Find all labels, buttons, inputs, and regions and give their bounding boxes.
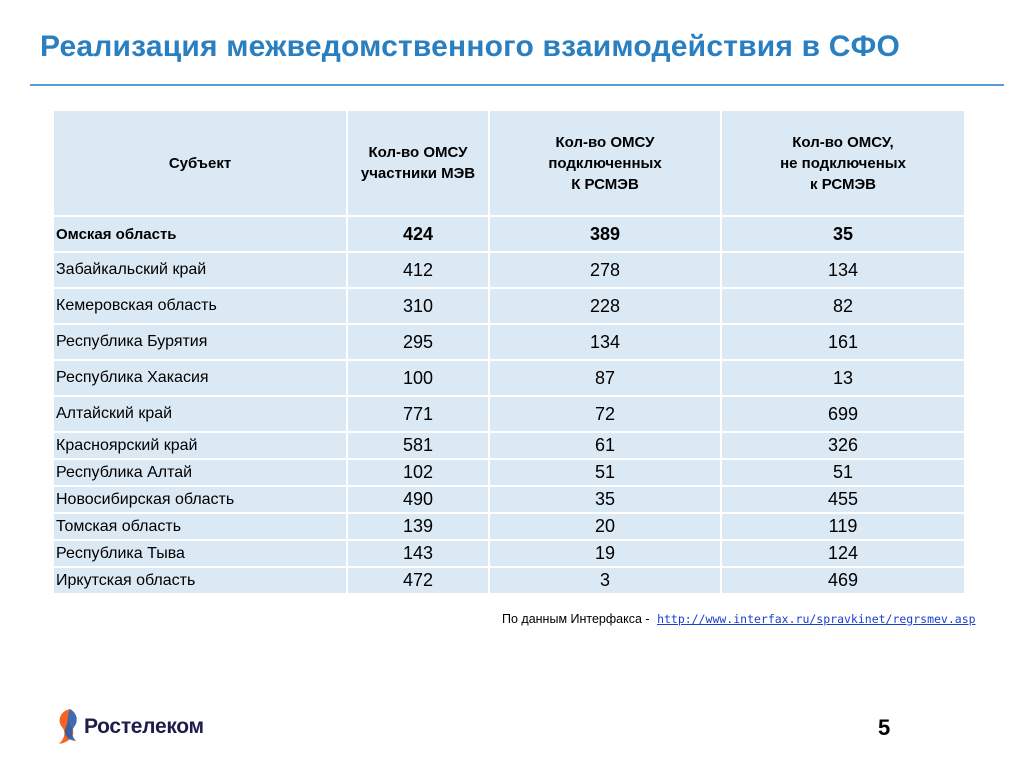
cell-not-connected: 82	[720, 287, 966, 325]
cell-participants: 310	[346, 287, 490, 325]
cell-connected: 35	[488, 485, 722, 514]
table-row: Омская область 424 389 35	[52, 215, 966, 253]
page-number: 5	[878, 715, 891, 740]
cell-connected: 3	[488, 566, 722, 595]
cell-participants: 412	[346, 251, 490, 289]
cell-region-name: Кемеровская область	[52, 287, 348, 325]
cell-participants: 100	[346, 359, 490, 397]
cell-participants: 143	[346, 539, 490, 568]
table-row: Иркутская область 472 3 469	[52, 566, 966, 595]
table-row: Новосибирская область 490 35 455	[52, 485, 966, 514]
cell-not-connected: 51	[720, 458, 966, 487]
cell-participants: 424	[346, 215, 490, 253]
cell-participants: 139	[346, 512, 490, 541]
table-header-row: Субъект Кол-во ОМСУ участники МЭВ Кол-во …	[52, 109, 966, 217]
cell-participants: 102	[346, 458, 490, 487]
rostelecom-logo-icon	[59, 709, 77, 744]
header-not-connected: Кол-во ОМСУ, не подключеных к РСМЭВ	[720, 109, 966, 217]
cell-not-connected: 161	[720, 323, 966, 361]
cell-connected: 20	[488, 512, 722, 541]
table-row: Забайкальский край 412 278 134	[52, 251, 966, 289]
cell-not-connected: 124	[720, 539, 966, 568]
cell-not-connected: 13	[720, 359, 966, 397]
table-row: Республика Алтай 102 51 51	[52, 458, 966, 487]
cell-not-connected: 469	[720, 566, 966, 595]
cell-connected: 19	[488, 539, 722, 568]
cell-participants: 581	[346, 431, 490, 460]
cell-region-name: Омская область	[52, 215, 348, 253]
table-row: Алтайский край 771 72 699	[52, 395, 966, 433]
cell-connected: 72	[488, 395, 722, 433]
cell-connected: 61	[488, 431, 722, 460]
cell-not-connected: 699	[720, 395, 966, 433]
table-row: Республика Бурятия 295 134 161	[52, 323, 966, 361]
cell-participants: 490	[346, 485, 490, 514]
cell-connected: 134	[488, 323, 722, 361]
table-row: Республика Хакасия 100 87 13	[52, 359, 966, 397]
source-link[interactable]: http://www.interfax.ru/spravkinet/regrsm…	[657, 612, 976, 626]
cell-connected: 228	[488, 287, 722, 325]
cell-region-name: Республика Алтай	[52, 458, 348, 487]
cell-participants: 771	[346, 395, 490, 433]
cell-region-name: Иркутская область	[52, 566, 348, 595]
cell-not-connected: 455	[720, 485, 966, 514]
cell-not-connected: 35	[720, 215, 966, 253]
source-label: По данным Интерфакса -	[502, 612, 650, 626]
logo-text: Ростелеком	[84, 715, 204, 738]
table-row: Республика Тыва 143 19 124	[52, 539, 966, 568]
cell-not-connected: 326	[720, 431, 966, 460]
cell-region-name: Красноярский край	[52, 431, 348, 460]
cell-region-name: Забайкальский край	[52, 251, 348, 289]
cell-connected: 389	[488, 215, 722, 253]
cell-connected: 278	[488, 251, 722, 289]
source-note: По данным Интерфакса - http://www.interf…	[502, 612, 976, 626]
title-divider	[30, 84, 1004, 86]
cell-connected: 51	[488, 458, 722, 487]
slide-title: Реализация межведомственного взаимодейст…	[40, 30, 901, 63]
cell-participants: 295	[346, 323, 490, 361]
table-row: Кемеровская область 310 228 82	[52, 287, 966, 325]
cell-not-connected: 119	[720, 512, 966, 541]
cell-region-name: Алтайский край	[52, 395, 348, 433]
cell-region-name: Республика Тыва	[52, 539, 348, 568]
header-participants: Кол-во ОМСУ участники МЭВ	[346, 109, 490, 217]
cell-region-name: Республика Бурятия	[52, 323, 348, 361]
regions-table: Субъект Кол-во ОМСУ участники МЭВ Кол-во …	[52, 109, 966, 595]
cell-region-name: Республика Хакасия	[52, 359, 348, 397]
cell-region-name: Томская область	[52, 512, 348, 541]
table-row: Красноярский край 581 61 326	[52, 431, 966, 460]
header-connected: Кол-во ОМСУ подключенных К РСМЭВ	[488, 109, 722, 217]
header-subject: Субъект	[52, 109, 348, 217]
cell-participants: 472	[346, 566, 490, 595]
cell-connected: 87	[488, 359, 722, 397]
cell-not-connected: 134	[720, 251, 966, 289]
company-logo: Ростелеком	[54, 707, 204, 747]
cell-region-name: Новосибирская область	[52, 485, 348, 514]
table-row: Томская область 139 20 119	[52, 512, 966, 541]
